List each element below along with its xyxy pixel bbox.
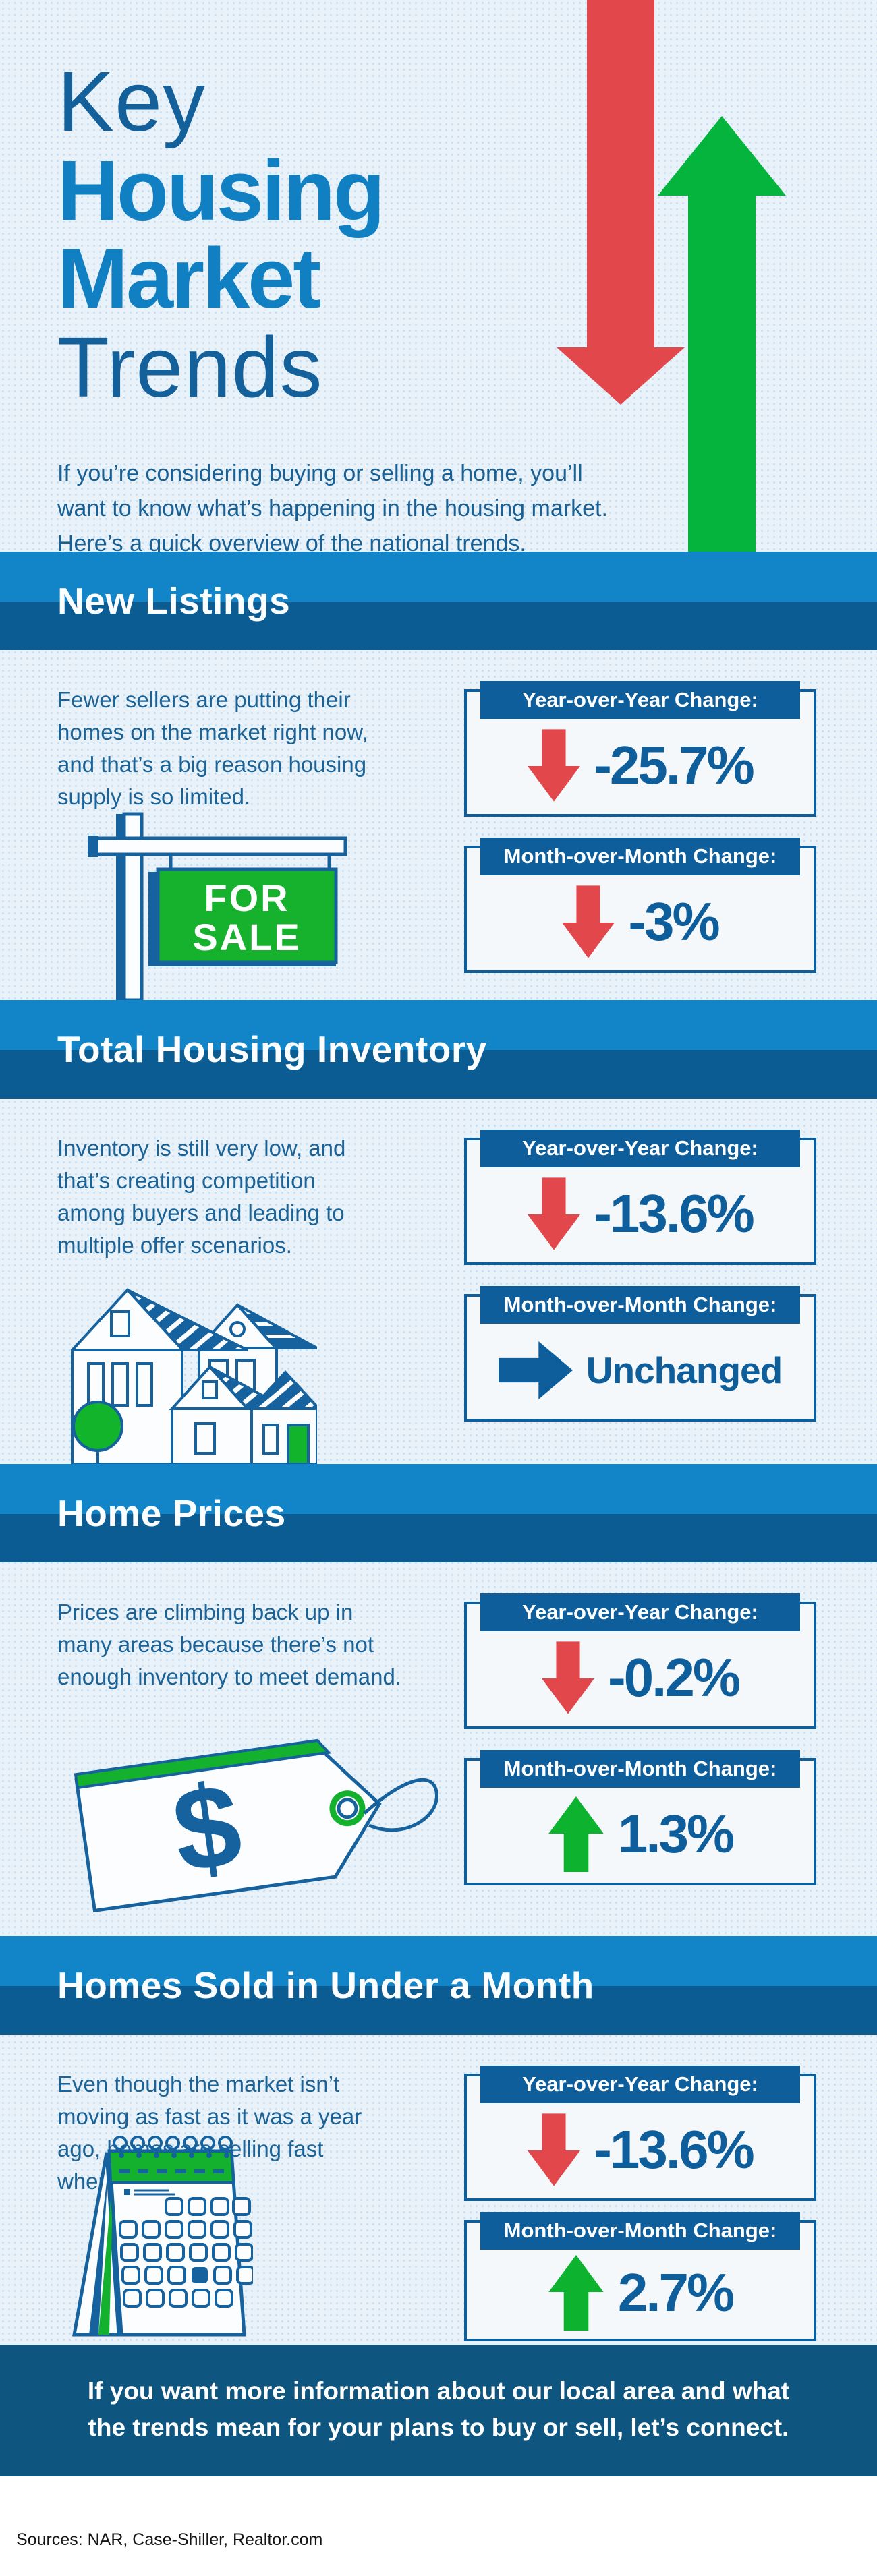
paragraph-line: supply is so limited.: [57, 784, 251, 809]
down-arrow-icon: [542, 1641, 594, 1714]
section-paragraph: Fewer sellers are putting their homes on…: [57, 684, 368, 813]
section-title: Total Housing Inventory: [57, 1028, 487, 1070]
down-arrow-icon: [528, 2113, 581, 2186]
stat-label-tab: Month-over-Month Change:: [480, 1286, 800, 1324]
paragraph-line: moving as fast as it was a year: [57, 2104, 362, 2129]
section-band: Total Housing Inventory: [0, 1000, 877, 1099]
stat-card-mom: Month-over-Month Change: Unchanged: [464, 1286, 816, 1422]
stat-value: -0.2%: [608, 1647, 741, 1707]
stat-card-yoy: Year-over-Year Change: -0.2%: [464, 1593, 816, 1729]
calendar-illustration: [72, 2136, 253, 2337]
stat-card-yoy: Year-over-Year Change: -13.6%: [464, 1130, 816, 1265]
footer-message-band: If you want more information about our l…: [0, 2345, 877, 2476]
stat-label-tab: Year-over-Year Change:: [480, 681, 800, 719]
section-title: New Listings: [57, 580, 291, 622]
band-light-stripe: [0, 1000, 877, 1050]
title-line-housing: Housing: [57, 143, 385, 238]
stat-value: Unchanged: [586, 1349, 783, 1391]
paragraph-line: many areas because there’s not: [57, 1632, 374, 1657]
stat-value: -25.7%: [594, 734, 754, 795]
sources-text: Sources: NAR, Case-Shiller, Realtor.com: [16, 2530, 323, 2549]
paragraph-line: Inventory is still very low, and: [57, 1136, 346, 1161]
section-title: Homes Sold in Under a Month: [57, 1964, 594, 2006]
footer-message-line: If you want more information about our l…: [87, 2377, 790, 2405]
band-dark-stripe: [0, 1986, 877, 2035]
stat-label-tab: Year-over-Year Change:: [480, 2066, 800, 2103]
section-total-housing-inventory: Total Housing Inventory Inventory is sti…: [0, 1000, 877, 1464]
band-dark-stripe: [0, 602, 877, 650]
paragraph-line: that’s creating competition: [57, 1168, 316, 1193]
stat-card-yoy: Year-over-Year Change: -25.7%: [464, 681, 816, 817]
stat-label-tab: Month-over-Month Change:: [480, 2212, 800, 2250]
paragraph-line: among buyers and leading to: [57, 1200, 345, 1225]
stat-value: -13.6%: [594, 2119, 754, 2179]
paragraph-line: enough inventory to meet demand.: [57, 1664, 402, 1689]
stat-value: 1.3%: [617, 1803, 735, 1864]
band-light-stripe: [0, 1464, 877, 1514]
title-line-key: Key: [57, 54, 206, 149]
up-arrow-icon: [548, 1796, 604, 1872]
down-arrow-icon: [528, 728, 581, 802]
title-line-trends: Trends: [57, 320, 323, 415]
section-title: Home Prices: [57, 1492, 286, 1534]
paragraph-line: multiple offer scenarios.: [57, 1233, 292, 1258]
paragraph-line: homes on the market right now,: [57, 720, 368, 744]
stat-label-tab: Year-over-Year Change:: [480, 1130, 800, 1167]
price-tag-illustration: $: [74, 1738, 438, 1913]
for-sale-sign-illustration: FOR SALE: [88, 812, 347, 1000]
stat-label-tab: Month-over-Month Change:: [480, 838, 800, 875]
footer-message-line: the trends mean for your plans to buy or…: [88, 2413, 789, 2441]
right-arrow-icon: [498, 1341, 573, 1399]
section-paragraph: Inventory is still very low, and that’s …: [57, 1132, 345, 1262]
band-dark-stripe: [0, 1514, 877, 1562]
up-arrow-icon: [548, 2255, 604, 2331]
down-arrow-icon: [528, 1177, 581, 1250]
stat-label-tab: Month-over-Month Change:: [480, 1750, 800, 1788]
stat-label-tab: Year-over-Year Change:: [480, 1593, 800, 1631]
houses-illustration: [71, 1288, 317, 1464]
section-homes-sold: Homes Sold in Under a Month Even though …: [0, 1936, 877, 2345]
stat-card-yoy: Year-over-Year Change: -13.6%: [464, 2066, 816, 2201]
paragraph-line: Prices are climbing back up in: [57, 1600, 353, 1624]
down-arrow-icon: [562, 885, 615, 958]
section-band: Homes Sold in Under a Month: [0, 1936, 877, 2035]
hero-trend-arrows: [557, 0, 786, 552]
sign-text-sale: SALE: [192, 916, 301, 958]
section-paragraph: Prices are climbing back up in many area…: [57, 1596, 401, 1693]
paragraph-line: Even though the market isn’t: [57, 2072, 340, 2097]
paragraph-line: and that’s a big reason housing: [57, 752, 367, 777]
band-light-stripe: [0, 1936, 877, 1986]
sign-text-for: FOR: [204, 877, 289, 919]
stat-card-mom: Month-over-Month Change: 1.3%: [464, 1750, 816, 1885]
intro-line: If you’re considering buying or selling …: [57, 461, 583, 486]
section-band: Home Prices: [0, 1464, 877, 1562]
intro-paragraph: If you’re considering buying or selling …: [57, 456, 608, 561]
title-line-market: Market: [57, 231, 321, 326]
stat-card-mom: Month-over-Month Change: -3%: [464, 838, 816, 973]
stat-value: -3%: [628, 891, 720, 952]
paragraph-line: Fewer sellers are putting their: [57, 687, 351, 712]
bottom-white-strip: [0, 2476, 877, 2576]
section-new-listings: New Listings Fewer sellers are putting t…: [0, 552, 877, 1000]
stat-value: 2.7%: [617, 2262, 735, 2322]
stat-value: -13.6%: [594, 1183, 754, 1243]
section-band: New Listings: [0, 552, 877, 650]
band-light-stripe: [0, 552, 877, 602]
section-home-prices: Home Prices Prices are climbing back up …: [0, 1464, 877, 1936]
stat-card-mom: Month-over-Month Change: 2.7%: [464, 2212, 816, 2341]
band-dark-stripe: [0, 1050, 877, 1099]
up-arrow-icon: [658, 116, 786, 552]
down-arrow-icon: [557, 0, 685, 405]
intro-line: want to know what’s happening in the hou…: [57, 496, 608, 521]
